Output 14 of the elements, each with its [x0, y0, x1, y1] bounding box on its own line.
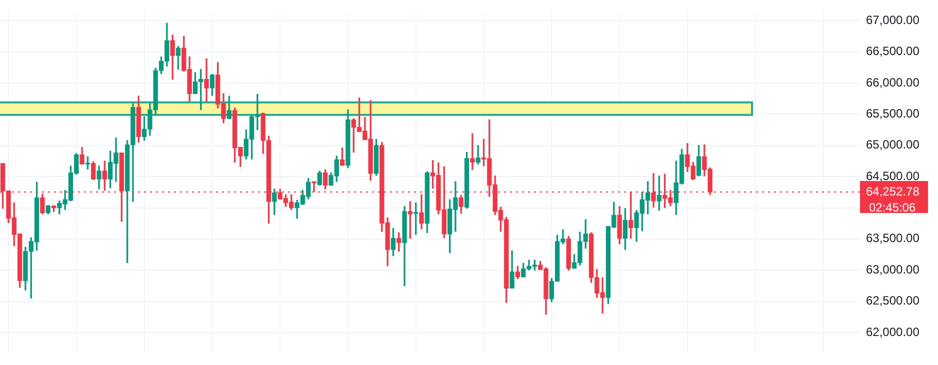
y-tick-label: 63,000.00	[866, 262, 920, 276]
y-tick-label: 63,500.00	[866, 231, 920, 246]
candlestick	[204, 58, 209, 102]
y-tick-label: 65,500.00	[866, 106, 920, 121]
y-tick-label: 67,000.00	[866, 12, 920, 27]
y-tick-label: 66,500.00	[866, 44, 920, 58]
y-tick-label: 65,000.00	[866, 138, 920, 152]
text: 02:45:06	[869, 200, 916, 214]
ref-line-label: 64,252.78	[866, 184, 920, 198]
y-tick-label: 66,000.00	[866, 75, 920, 90]
candlestick	[470, 133, 475, 170]
y-tick-label: 62,500.00	[866, 294, 920, 308]
y-tick-label: 64,500.00	[866, 168, 920, 183]
y-tick-label: 62,000.00	[866, 324, 920, 339]
